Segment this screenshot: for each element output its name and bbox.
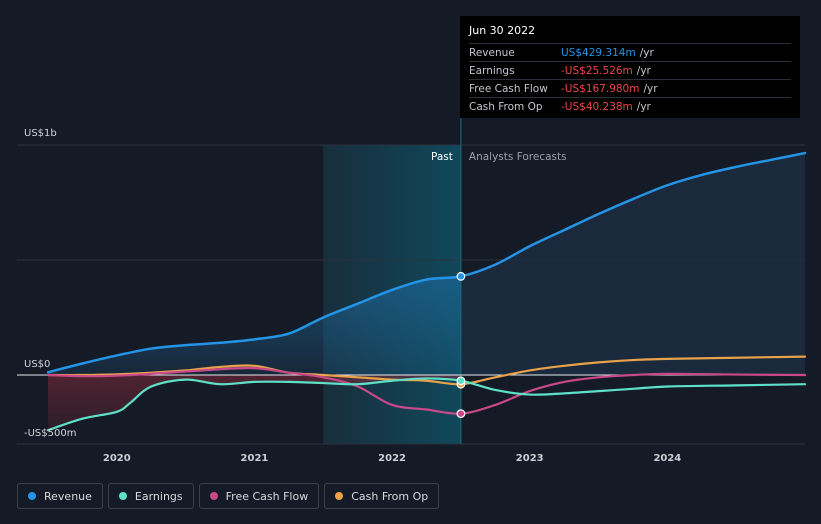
tooltip: Jun 30 2022 Revenue US$429.314m /yr Earn… [460, 16, 800, 118]
tooltip-value: -US$40.238m [561, 100, 633, 113]
y-top-label: US$1b [24, 128, 57, 139]
tooltip-label: Revenue [469, 46, 515, 59]
tooltip-unit: /yr [636, 64, 651, 77]
x-tick-label: 2020 [103, 453, 131, 464]
legend-dot-icon [335, 492, 344, 500]
revenue-forecast-area [460, 153, 805, 375]
y-bottom-label: -US$500m [24, 428, 76, 439]
x-tick-label: 2022 [378, 453, 406, 464]
past-label: Past [431, 151, 453, 163]
legend-label: Revenue [44, 489, 92, 503]
tooltip-unit: /yr [643, 82, 658, 95]
forecast-label: Analysts Forecasts [469, 151, 567, 163]
legend-item-earnings[interactable]: Earnings [107, 483, 194, 509]
series-line-revenue [46, 151, 807, 374]
tooltip-unit: /yr [639, 46, 654, 59]
revenue-past-area [48, 276, 461, 375]
highlight-point-free-cash-flow[interactable] [456, 409, 466, 419]
legend-item-cash-from-op[interactable]: Cash From Op [324, 483, 440, 509]
legend-dot-icon [28, 492, 36, 500]
tooltip-value: -US$25.526m [561, 64, 633, 77]
x-tick-label: 2024 [653, 453, 681, 464]
tooltip-row-free-cash-flow: Free Cash Flow -US$167.980m /yr [469, 79, 791, 97]
tooltip-unit: /yr [636, 100, 651, 113]
legend-item-free-cash-flow[interactable]: Free Cash Flow [198, 483, 320, 509]
highlight-point-revenue[interactable] [456, 271, 466, 281]
tooltip-value: -US$167.980m [561, 82, 640, 95]
tooltip-label: Free Cash Flow [469, 82, 548, 95]
series-line-earnings [46, 377, 807, 432]
legend-label: Cash From Op [351, 489, 429, 503]
legend-dot-icon [118, 492, 127, 500]
legend: Revenue Earnings Free Cash Flow Cash Fro… [17, 483, 440, 509]
legend-dot-icon [209, 492, 218, 500]
tooltip-date: Jun 30 2022 [469, 24, 536, 37]
legend-label: Earnings [134, 489, 183, 503]
tooltip-row-earnings: Earnings -US$25.526m /yr [469, 61, 791, 79]
x-tick-label: 2023 [516, 453, 544, 464]
tooltip-label: Cash From Op [469, 100, 543, 113]
y-zero-label: US$0 [24, 359, 50, 370]
tooltip-value: US$429.314m [561, 46, 636, 59]
tooltip-label: Earnings [469, 64, 515, 77]
legend-item-revenue[interactable]: Revenue [17, 483, 103, 509]
tooltip-row-revenue: Revenue US$429.314m /yr [469, 43, 791, 61]
x-tick-label: 2021 [241, 453, 269, 464]
legend-label: Free Cash Flow [225, 489, 309, 503]
series-line-free-cash-flow [46, 366, 807, 415]
tooltip-row-cash-from-op: Cash From Op -US$40.238m /yr [469, 97, 791, 115]
highlight-point-earnings[interactable] [456, 376, 466, 386]
